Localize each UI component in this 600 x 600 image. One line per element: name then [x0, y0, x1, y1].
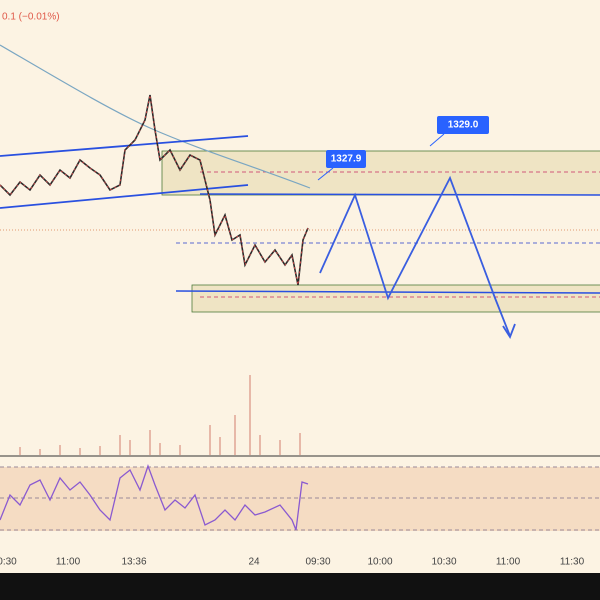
- time-label: 11:00: [56, 557, 81, 568]
- time-label: 0:30: [0, 557, 17, 568]
- callout: [326, 150, 366, 168]
- support-line: [175, 290, 600, 294]
- resistance-zone: [161, 150, 600, 196]
- time-label: 24: [248, 557, 260, 568]
- resistance-line: [199, 193, 600, 196]
- channel-line: [0, 135, 249, 157]
- callout-text: 1327.9: [331, 154, 362, 165]
- time-label: 11:00: [496, 557, 521, 568]
- callout-pointer: [317, 167, 334, 181]
- callout: [437, 116, 489, 134]
- moving-average: [0, 44, 311, 189]
- time-label: 11:30: [560, 557, 585, 568]
- bottom-bar: [0, 573, 600, 600]
- time-label: 10:30: [431, 557, 456, 568]
- arrowhead: [502, 323, 516, 339]
- projection: [319, 175, 511, 337]
- callout-pointer: [429, 133, 445, 147]
- price-change: 0.1 (−0.01%): [2, 12, 60, 23]
- volume-bars: [19, 375, 301, 455]
- time-label: 09:30: [305, 557, 330, 568]
- rsi-line: [0, 464, 309, 531]
- price-path-red: [0, 94, 309, 286]
- time-label: 10:00: [367, 557, 392, 568]
- callout-text: 1329.0: [448, 120, 479, 131]
- time-label: 13:36: [121, 557, 146, 568]
- support-zone: [191, 284, 600, 313]
